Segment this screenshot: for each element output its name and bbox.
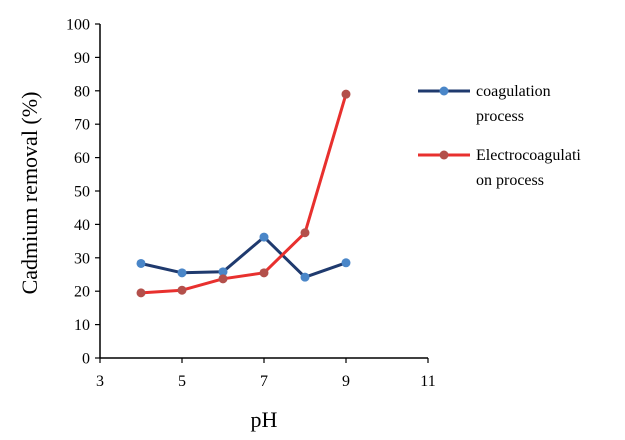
series-line-1 bbox=[139, 235, 348, 279]
data-point bbox=[259, 268, 269, 278]
y-tick-label: 90 bbox=[74, 50, 90, 67]
y-tick-label: 50 bbox=[74, 184, 90, 201]
y-tick-label: 0 bbox=[82, 351, 90, 368]
legend-swatch-marker bbox=[439, 86, 449, 96]
data-point bbox=[218, 274, 228, 284]
axes: 0 10 20 30 40 50 60 70 80 90 100 3 5 7 9 11 bbox=[66, 17, 436, 391]
series-line-2 bbox=[139, 92, 348, 295]
data-point bbox=[136, 258, 146, 268]
legend-label: on process bbox=[476, 172, 544, 189]
legend-label: Electrocoagulati bbox=[476, 147, 581, 164]
series-lines bbox=[136, 89, 351, 298]
y-tick-label: 30 bbox=[74, 250, 90, 267]
x-tick-label: 11 bbox=[420, 373, 435, 390]
data-point bbox=[177, 285, 187, 295]
data-point bbox=[300, 272, 310, 282]
data-point bbox=[136, 288, 146, 298]
y-tick-label: 20 bbox=[74, 284, 90, 301]
x-tick-label: 5 bbox=[178, 373, 186, 390]
data-point bbox=[177, 268, 187, 278]
legend: coagulation process Electrocoagulati on pro… bbox=[418, 83, 581, 189]
data-point bbox=[341, 89, 351, 99]
legend-label: process bbox=[476, 108, 524, 125]
x-axis-title: pH bbox=[251, 407, 278, 432]
y-tick-label: 40 bbox=[74, 217, 90, 234]
x-tick-label: 9 bbox=[342, 373, 350, 390]
legend-swatch-marker bbox=[439, 150, 449, 160]
x-tick-label: 7 bbox=[260, 373, 268, 390]
y-tick-label: 70 bbox=[74, 117, 90, 134]
y-tick-label: 100 bbox=[66, 17, 90, 34]
data-point bbox=[300, 228, 310, 238]
data-point bbox=[341, 258, 351, 268]
legend-label: coagulation bbox=[476, 83, 551, 100]
y-axis-title: Cadmium removal (%) bbox=[17, 92, 42, 295]
data-point bbox=[259, 232, 269, 242]
data-point bbox=[218, 267, 228, 277]
y-tick-label: 60 bbox=[74, 150, 90, 167]
x-tick-label: 3 bbox=[96, 373, 104, 390]
y-tick-label: 80 bbox=[74, 83, 90, 100]
y-tick-label: 10 bbox=[74, 317, 90, 334]
